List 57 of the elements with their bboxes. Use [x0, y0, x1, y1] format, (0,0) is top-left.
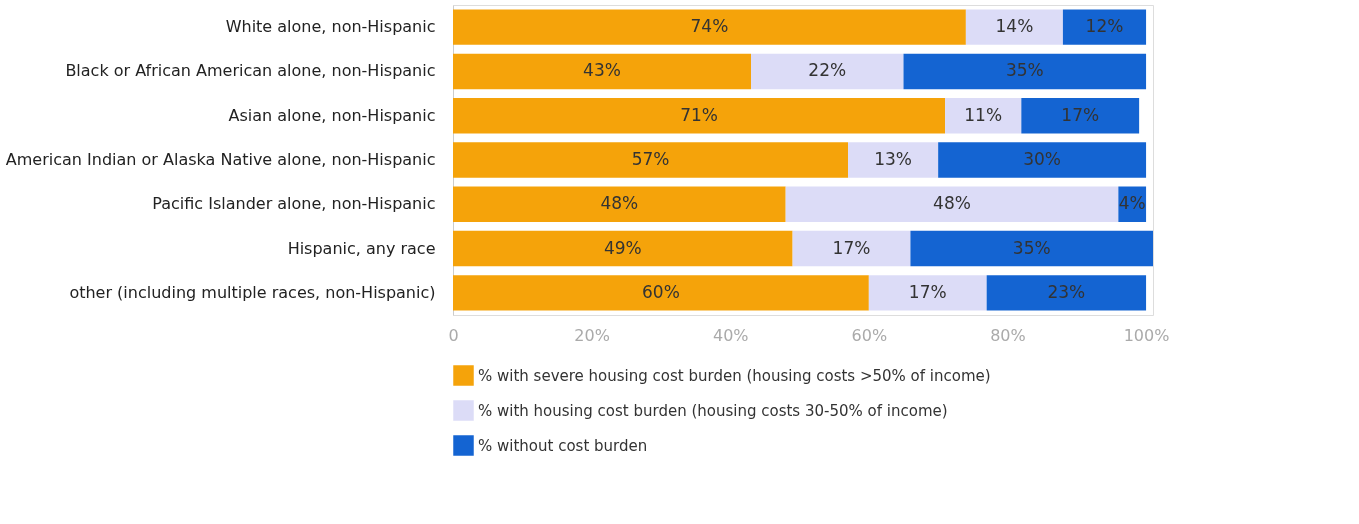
data-label: 60% [642, 281, 680, 302]
y-tick-label: Black or African American alone, non-Hispanic [65, 61, 436, 81]
data-label: 35% [1005, 60, 1044, 81]
x-tick-label: 100% [1123, 325, 1170, 345]
bar [868, 275, 987, 311]
data-label: 4% [1118, 193, 1146, 214]
legend-label: % without cost burden [478, 436, 648, 455]
data-label: 48% [933, 193, 971, 214]
data-label: 74% [690, 16, 729, 37]
data-label: 17% [832, 237, 871, 258]
data-label: 71% [680, 104, 718, 125]
bar [910, 230, 1153, 267]
x-tick-label: 40% [712, 325, 749, 345]
y-tick-label: American Indian or Alaska Native alone, non-Hispanic [5, 150, 436, 169]
y-tick-label: other (including multiple races, non-Hispanic) [69, 282, 436, 302]
x-tick-label: 20% [574, 325, 610, 345]
bar [453, 53, 752, 90]
bar [965, 9, 1063, 45]
y-tick-label: Pacific Islander alone, non-Hispanic [152, 194, 436, 214]
data-label: 11% [964, 104, 1003, 125]
y-tick-label: Asian alone, non-Hispanic [228, 105, 436, 125]
data-label: 14% [995, 16, 1034, 37]
bar [453, 275, 869, 311]
x-tick-label: 60% [851, 325, 888, 345]
bar [938, 142, 1147, 178]
data-label: 12% [1085, 16, 1124, 37]
x-tick-label: 0 [448, 325, 459, 345]
data-label: 30% [1023, 149, 1062, 169]
bar [453, 230, 793, 267]
bar [751, 53, 904, 90]
bar [1062, 9, 1147, 45]
y-tick-label: White alone, non-Hispanic [225, 17, 436, 37]
bar [848, 142, 939, 178]
data-label: 49% [603, 237, 642, 258]
bar [453, 142, 849, 178]
bar [792, 230, 911, 267]
bar [453, 9, 966, 45]
data-label: 57% [631, 149, 670, 169]
data-label: 22% [808, 60, 847, 81]
data-label: 23% [1047, 281, 1086, 302]
data-label: 43% [583, 60, 621, 81]
y-tick-label: Hispanic, any race [287, 238, 436, 258]
legend-label: % with severe housing cost burden (housing costs >50% of income) [478, 366, 991, 385]
bar [785, 186, 1119, 222]
bar [453, 186, 786, 222]
data-label: 17% [1061, 104, 1100, 125]
bar [945, 98, 1022, 134]
bar [986, 275, 1147, 311]
bar [1021, 98, 1140, 134]
data-label: 17% [908, 281, 947, 302]
bar [903, 53, 1147, 90]
data-label: 13% [874, 149, 912, 169]
data-label: 35% [1012, 237, 1051, 258]
legend-label: % with housing cost burden (housing costs 30-50% of income) [478, 401, 948, 420]
x-tick-label: 80% [990, 325, 1026, 345]
data-label: 48% [600, 193, 639, 214]
bar [453, 98, 946, 134]
